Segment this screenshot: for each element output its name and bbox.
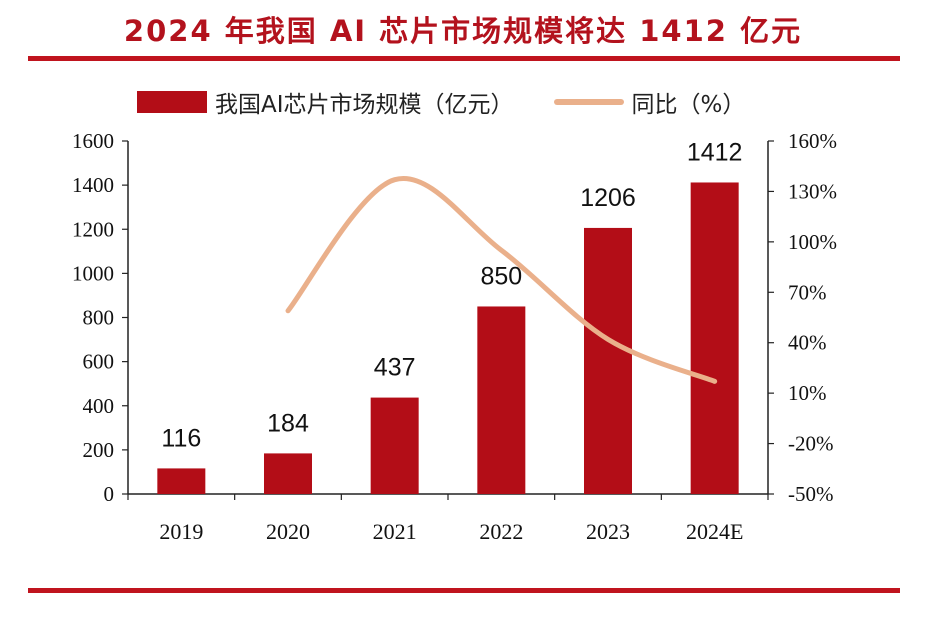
right-tick-label: -50% — [788, 482, 834, 506]
left-tick-label: 1000 — [72, 261, 114, 285]
left-tick-label: 1600 — [72, 129, 114, 153]
right-tick-label: -20% — [788, 432, 834, 456]
left-tick-label: 800 — [83, 306, 115, 330]
right-tick-label: 100% — [788, 230, 837, 254]
left-tick-label: 400 — [83, 394, 115, 418]
chart-legend: 我国AI芯片市场规模（亿元） 同比（%） — [137, 84, 745, 120]
left-tick-label: 1400 — [72, 173, 114, 197]
data-label-2023: 1206 — [580, 184, 636, 212]
legend-line-swatch — [553, 99, 624, 105]
bar-2020 — [264, 453, 312, 494]
x-tick-label-2023: 2023 — [586, 519, 630, 544]
data-label-2024E: 1412 — [687, 138, 743, 166]
bar-2021 — [370, 397, 419, 494]
right-tick-label: 130% — [788, 179, 837, 203]
bar-2022 — [477, 306, 526, 494]
left-tick-label: 1200 — [72, 217, 114, 241]
right-tick-label: 160% — [788, 129, 837, 153]
x-tick-label-2022: 2022 — [479, 519, 523, 544]
left-tick-label: 200 — [83, 438, 115, 462]
left-tick-label: 600 — [83, 350, 115, 374]
x-tick-label-2020: 2020 — [266, 519, 310, 544]
data-label-2019: 116 — [161, 424, 201, 452]
x-tick-label-2024E: 2024E — [686, 519, 743, 544]
left-tick-label: 0 — [104, 482, 115, 506]
data-label-2022: 850 — [480, 262, 522, 290]
data-label-2020: 184 — [267, 409, 309, 437]
right-tick-label: 70% — [788, 280, 827, 304]
legend-line-label: 同比（%） — [631, 92, 746, 118]
bar-2024E — [690, 182, 739, 495]
x-tick-label-2021: 2021 — [373, 519, 417, 544]
page-title: 2024 年我国 AI 芯片市场规模将达 1412 亿元 — [123, 14, 803, 48]
bar-2019 — [157, 468, 206, 494]
x-tick-label-2019: 2019 — [159, 519, 203, 544]
legend-bar-label: 我国AI芯片市场规模（亿元） — [215, 92, 514, 118]
bar-2023 — [584, 227, 632, 494]
legend-bar-swatch — [137, 91, 207, 113]
bottom-divider — [28, 588, 900, 593]
yoy-growth-line — [285, 175, 718, 384]
right-tick-label: 40% — [788, 331, 827, 355]
right-tick-label: 10% — [788, 381, 827, 405]
data-label-2021: 437 — [374, 354, 416, 382]
top-divider — [28, 56, 900, 61]
